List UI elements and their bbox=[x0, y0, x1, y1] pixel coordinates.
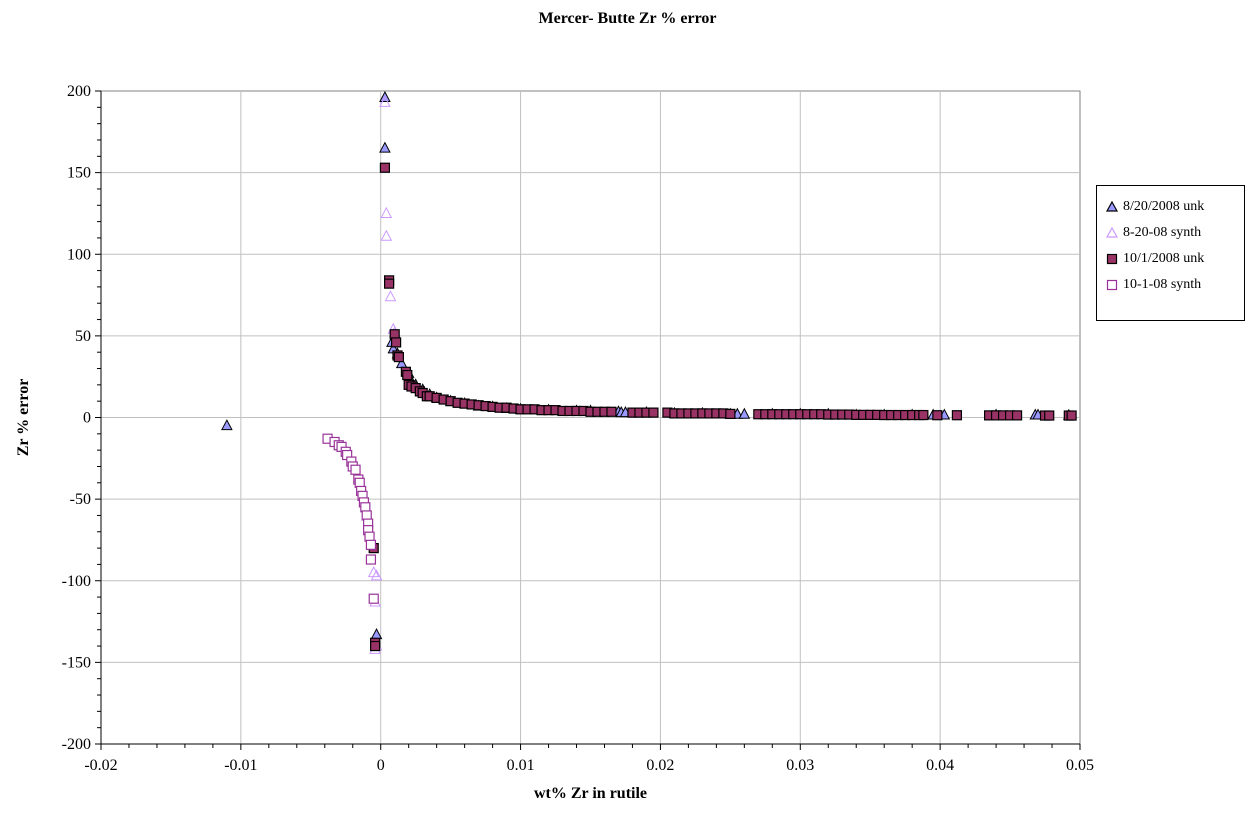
chart-title: Mercer- Butte Zr % error bbox=[538, 10, 717, 27]
legend-item-0: 8/20/2008 unk bbox=[1105, 194, 1244, 220]
y-tick-label: -200 bbox=[62, 736, 91, 753]
data-point-series-1 bbox=[380, 206, 393, 218]
legend-label: 10-1-08 synth bbox=[1123, 277, 1202, 292]
y-tick-label: 200 bbox=[67, 83, 91, 100]
data-point-series-2 bbox=[402, 369, 413, 381]
data-point-series-0 bbox=[379, 141, 391, 153]
y-tick-label: 0 bbox=[83, 410, 91, 427]
legend-marker-square-open bbox=[1106, 279, 1118, 291]
data-point-series-2 bbox=[370, 640, 381, 652]
x-tick-label: -0.02 bbox=[84, 757, 117, 774]
data-point-series-2 bbox=[1011, 410, 1023, 421]
data-point-series-2 bbox=[725, 408, 736, 420]
x-tick-label: 0 bbox=[377, 757, 385, 774]
legend-marker-triangle-open bbox=[1105, 226, 1119, 238]
data-point-series-2 bbox=[1066, 410, 1077, 421]
data-point-series-3 bbox=[368, 593, 379, 604]
data-point-series-2 bbox=[606, 406, 617, 417]
x-tick-label: -0.01 bbox=[224, 757, 257, 774]
data-point-series-0 bbox=[221, 419, 233, 431]
data-point-series-1 bbox=[384, 290, 397, 302]
data-point-series-2 bbox=[393, 351, 404, 363]
x-tick-label: 0.04 bbox=[926, 757, 954, 774]
data-point-series-0 bbox=[738, 407, 751, 419]
y-tick-label: -100 bbox=[62, 573, 91, 590]
y-tick-label: 100 bbox=[67, 246, 91, 263]
data-point-series-3 bbox=[350, 464, 361, 475]
legend-label: 8/20/2008 unk bbox=[1123, 199, 1205, 214]
x-axis-title: wt% Zr in rutile bbox=[534, 785, 647, 802]
legend-item-2: 10/1/2008 unk bbox=[1105, 246, 1244, 272]
data-point-series-2 bbox=[951, 410, 963, 421]
x-tick-label: 0.03 bbox=[786, 757, 814, 774]
y-axis-title: Zr % error bbox=[15, 379, 32, 457]
data-point-series-2 bbox=[384, 278, 395, 289]
y-tick-label: 50 bbox=[75, 328, 91, 345]
legend-marker-triangle-filled bbox=[1105, 200, 1119, 212]
x-tick-label: 0.05 bbox=[1066, 757, 1094, 774]
y-tick-label: -50 bbox=[70, 491, 91, 508]
x-tick-label: 0.02 bbox=[646, 757, 674, 774]
legend-label: 10/1/2008 unk bbox=[1123, 251, 1205, 266]
data-point-series-3 bbox=[365, 554, 377, 565]
data-point-series-3 bbox=[365, 539, 377, 550]
legend-marker-square-filled bbox=[1106, 253, 1118, 265]
data-point-series-2 bbox=[918, 409, 929, 421]
data-point-series-2 bbox=[390, 337, 402, 348]
legend-item-3: 10-1-08 synth bbox=[1105, 272, 1244, 298]
data-point-series-2 bbox=[1044, 410, 1055, 421]
legend-item-1: 8-20-08 synth bbox=[1105, 220, 1244, 246]
data-point-series-1 bbox=[379, 95, 391, 107]
chart-legend: 8/20/2008 unk 8-20-08 synth 10/1/2008 un… bbox=[1096, 185, 1245, 321]
data-point-series-1 bbox=[370, 569, 383, 581]
data-point-series-1 bbox=[380, 229, 393, 241]
data-point-series-2 bbox=[379, 162, 391, 173]
x-tick-label: 0.01 bbox=[507, 757, 535, 774]
legend-label: 8-20-08 synth bbox=[1123, 225, 1202, 240]
data-point-series-2 bbox=[648, 407, 659, 418]
y-tick-label: 150 bbox=[67, 165, 91, 182]
y-tick-label: -150 bbox=[62, 654, 91, 671]
data-point-series-2 bbox=[932, 410, 943, 421]
